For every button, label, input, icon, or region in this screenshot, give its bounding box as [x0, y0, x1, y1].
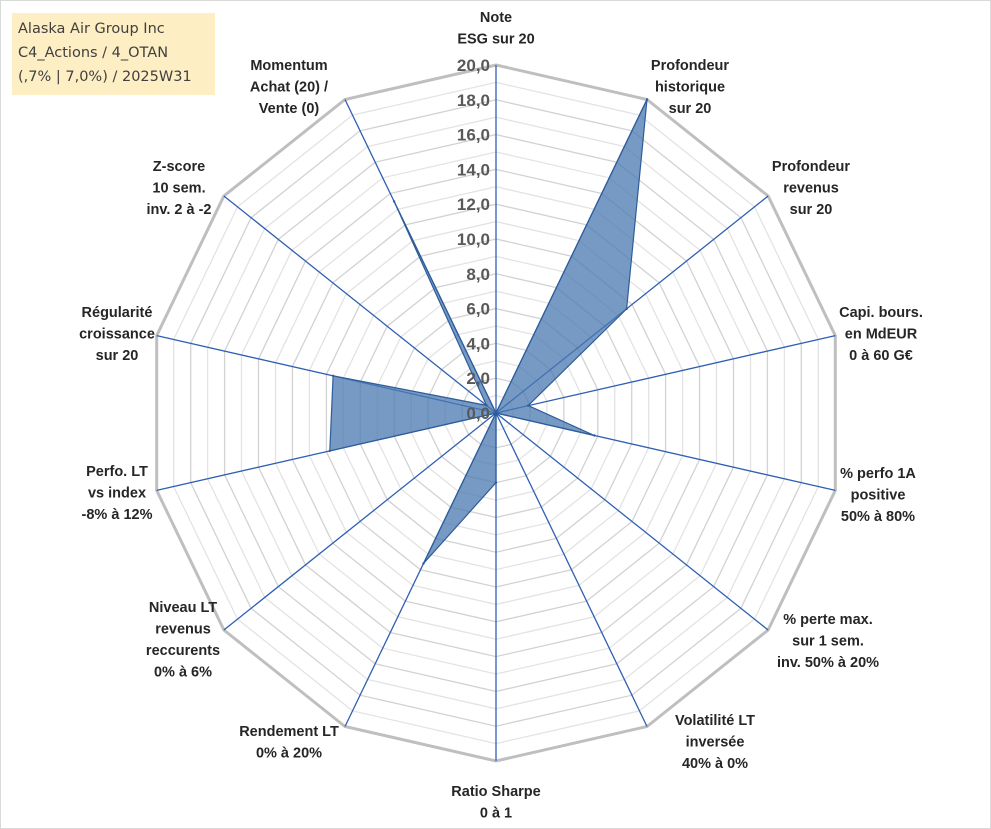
- title-line-stats: (,7% | 7,0%) / 2025W31: [18, 69, 192, 85]
- tick-label: 12,0: [457, 195, 490, 214]
- axis-spoke: [495, 334, 836, 414]
- data-series-area: [329, 99, 648, 564]
- tick-label: 6,0: [466, 300, 490, 319]
- tick-label: 4,0: [466, 334, 490, 353]
- title-line-category: C4_Actions / 4_OTAN: [18, 45, 169, 61]
- tick-label: 18,0: [457, 91, 490, 110]
- data-point: [331, 374, 335, 377]
- tick-label: 14,0: [457, 160, 490, 179]
- axis-label: Niveau LT revenus reccurents 0% à 6%: [146, 600, 220, 681]
- axis-label: Z-score 10 sem. inv. 2 à -2: [146, 159, 211, 218]
- title-line-company: Alaska Air Group Inc: [18, 21, 165, 37]
- tick-label: 16,0: [457, 126, 490, 145]
- tick-label: 0,0: [466, 404, 490, 423]
- tick-label: 10,0: [457, 230, 490, 249]
- data-point: [494, 481, 498, 484]
- axis-label: Perfo. LT vs index -8% à 12%: [82, 464, 153, 523]
- axis-label: Profondeur historique sur 20: [651, 58, 729, 117]
- data-point: [625, 307, 628, 311]
- axis-label: % perfo 1A positive 50% à 80%: [840, 466, 916, 525]
- axis-label: Capi. bours. en MdEUR 0 à 60 G€: [839, 305, 923, 364]
- axis-spoke: [223, 412, 497, 631]
- data-point: [527, 404, 530, 407]
- data-point: [485, 404, 488, 407]
- axis-spoke: [495, 412, 648, 727]
- data-point: [328, 449, 331, 453]
- data-point: [494, 411, 498, 415]
- axis-label: Volatilité LT inversée 40% à 0%: [675, 713, 755, 772]
- tick-label: 20,0: [457, 56, 490, 75]
- axis-label: Momentum Achat (20) / Vente (0): [250, 58, 328, 117]
- axis-label: Ratio Sharpe 0 à 1: [451, 784, 540, 822]
- data-point: [392, 200, 396, 203]
- axis-spoke: [223, 195, 497, 414]
- tick-label: 2,0: [466, 369, 490, 388]
- axis-spoke: [495, 412, 769, 631]
- chart-title-box: Alaska Air Group Inc C4_Actions / 4_OTAN…: [12, 13, 215, 95]
- data-point: [645, 98, 649, 101]
- data-point: [422, 562, 425, 565]
- tick-label: 8,0: [466, 265, 490, 284]
- axis-label: Rendement LT 0% à 20%: [239, 724, 339, 762]
- axis-label: Note ESG sur 20: [457, 10, 534, 48]
- axis-label: % perte max. sur 1 sem. inv. 50% à 20%: [777, 612, 879, 671]
- axis-label: Régularité croissance sur 20: [79, 305, 155, 364]
- data-point: [593, 434, 596, 437]
- axis-label: Profondeur revenus sur 20: [772, 159, 850, 218]
